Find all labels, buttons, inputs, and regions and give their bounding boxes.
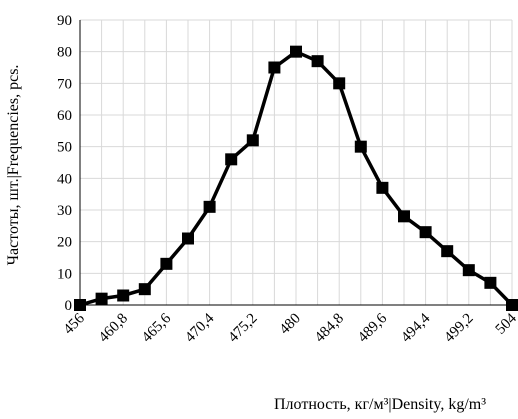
y-tick-label: 90: [57, 13, 72, 29]
marker: [182, 232, 194, 245]
y-tick-label: 70: [57, 76, 72, 92]
marker: [419, 226, 432, 239]
x-tick-label: 484,8: [312, 311, 347, 346]
marker: [333, 77, 346, 90]
y-tick-label: 60: [57, 108, 72, 124]
x-tick-label: 456: [61, 310, 89, 338]
x-tick-label: 480: [277, 311, 304, 338]
x-tick-label: 499,2: [441, 311, 476, 346]
marker: [506, 299, 518, 311]
y-tick-label: 20: [57, 235, 72, 251]
marker: [160, 257, 173, 270]
y-tick-label: 0: [65, 298, 73, 314]
marker: [311, 55, 324, 68]
marker: [74, 299, 86, 311]
marker: [95, 292, 108, 305]
marker: [117, 289, 130, 302]
marker: [462, 264, 475, 277]
marker: [268, 61, 281, 74]
y-tick-label: 50: [57, 140, 72, 156]
marker: [225, 153, 238, 166]
marker: [246, 134, 259, 147]
marker: [203, 200, 216, 213]
y-tick-label: 40: [57, 171, 72, 187]
marker: [376, 181, 389, 194]
y-tick-label: 80: [57, 45, 72, 61]
x-tick-label: 504: [493, 310, 518, 338]
marker: [290, 45, 302, 58]
marker: [138, 283, 151, 296]
marker: [484, 276, 497, 289]
x-tick-label: 489,6: [355, 310, 391, 346]
y-tick-label: 10: [57, 266, 72, 282]
x-axis-title: Плотность, кг/м³|Density, kg/m³: [274, 396, 486, 413]
marker: [354, 140, 367, 153]
x-tick-label: 465,6: [139, 310, 175, 346]
y-tick-label: 30: [57, 203, 72, 219]
y-axis-title: Частоты, шт.|Frequencies, pcs.: [5, 65, 22, 266]
marker: [398, 210, 410, 223]
x-tick-label: 460,8: [96, 311, 131, 346]
x-tick-label: 470,4: [182, 310, 218, 346]
marker: [441, 245, 454, 258]
x-tick-label: 475,2: [225, 311, 260, 346]
x-tick-label: 494,4: [398, 310, 434, 346]
